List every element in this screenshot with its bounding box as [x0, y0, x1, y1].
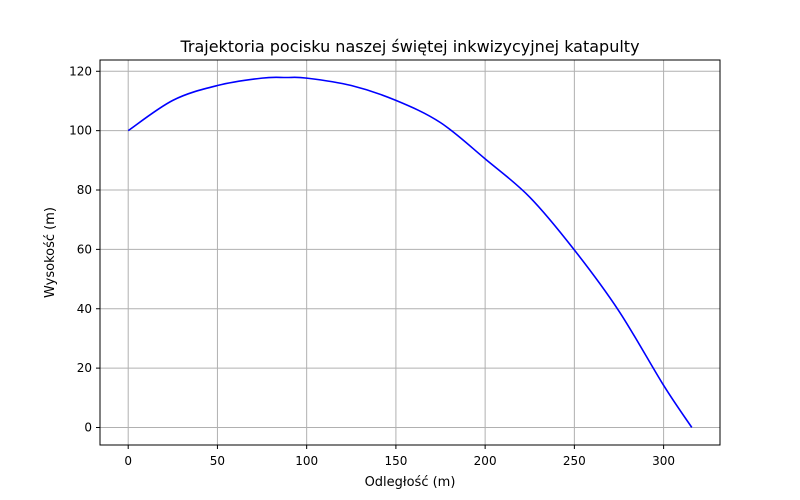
- x-tick-label: 50: [210, 454, 225, 468]
- trajectory-line: [127, 76, 693, 428]
- plot-frame: [99, 59, 721, 446]
- y-tick-label: 40: [77, 302, 92, 316]
- x-tick-label: 200: [474, 454, 497, 468]
- y-tick-label: 100: [69, 124, 92, 138]
- y-axis-label: Wysokość (m): [43, 207, 58, 298]
- x-tick-label: 150: [384, 454, 407, 468]
- y-axis-ticks: 0 20 40 60 80 100 120: [69, 64, 100, 434]
- y-tick-label: 60: [77, 242, 92, 256]
- grid-lines: [100, 60, 720, 445]
- chart-title: Trajektoria pocisku naszej świętej inkwi…: [179, 37, 639, 56]
- x-axis-label: Odległość (m): [365, 475, 456, 490]
- y-tick-label: 120: [69, 64, 92, 78]
- y-tick-label: 0: [84, 420, 92, 434]
- x-tick-label: 100: [295, 454, 318, 468]
- y-tick-label: 80: [77, 183, 92, 197]
- x-tick-label: 250: [563, 454, 586, 468]
- x-axis-ticks: 0 50 100 150 200 250 300: [124, 445, 675, 468]
- y-tick-label: 20: [77, 361, 92, 375]
- x-tick-label: 0: [124, 454, 132, 468]
- x-tick-label: 300: [652, 454, 675, 468]
